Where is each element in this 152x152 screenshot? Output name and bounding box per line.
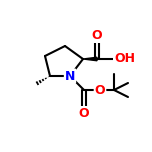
Text: O: O bbox=[92, 29, 102, 42]
Text: N: N bbox=[65, 69, 75, 83]
Text: O: O bbox=[79, 107, 89, 120]
Polygon shape bbox=[83, 57, 97, 61]
Text: O: O bbox=[95, 83, 105, 97]
Text: OH: OH bbox=[114, 52, 135, 66]
